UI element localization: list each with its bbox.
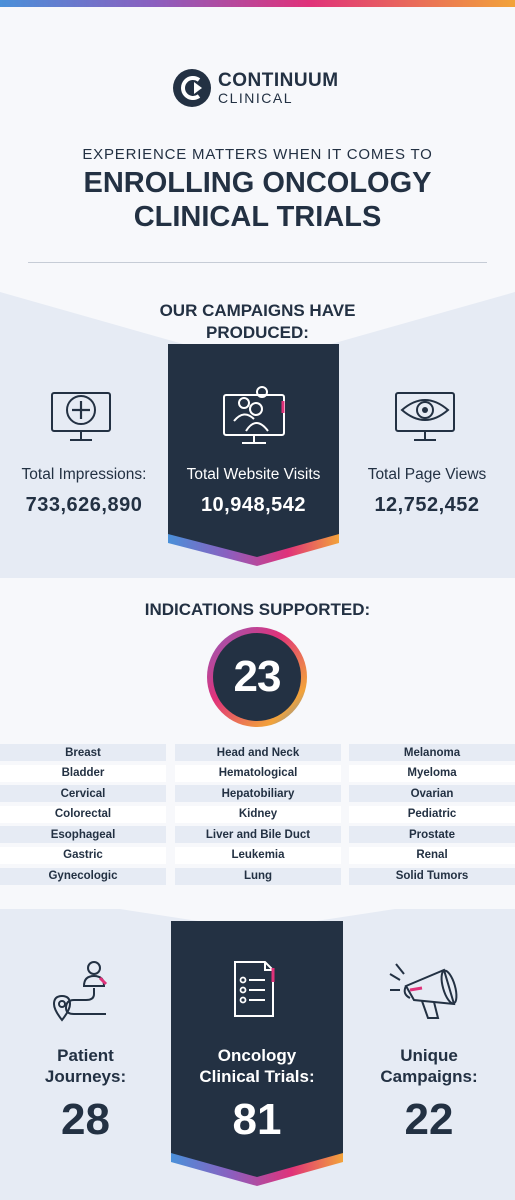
indication-item: Melanoma	[349, 744, 515, 761]
indications-count: 23	[233, 652, 282, 701]
stat-unique-campaigns-label-line1: Unique	[400, 1046, 458, 1065]
headline-eyebrow: EXPERIENCE MATTERS WHEN IT COMES TO	[82, 146, 433, 163]
stat-clinical-trials-value: 81	[232, 1095, 282, 1144]
stat-clinical-trials-label-line1: Oncology	[217, 1046, 297, 1065]
stat-clinical-trials-label: Oncology Clinical Trials:	[171, 1045, 343, 1087]
indication-item: Head and Neck	[175, 744, 341, 761]
indication-item: Renal	[349, 846, 515, 864]
stat-impressions-value: 733,626,890	[25, 494, 143, 516]
indication-item: Kidney	[175, 805, 341, 823]
stat-patient-journeys-label: Patient Journeys:	[0, 1045, 171, 1087]
indications-column-1: Breast Bladder Cervical Colorectal Esoph…	[0, 744, 166, 888]
stat-website-visits: Total Website Visits 10,948,542	[168, 466, 339, 517]
stat-page-views-label: Total Page Views	[367, 466, 487, 483]
stat-impressions: Total Impressions: 733,626,890	[0, 466, 168, 517]
indication-item: Leukemia	[175, 846, 341, 864]
indication-item: Colorectal	[0, 805, 166, 823]
indication-item: Ovarian	[349, 785, 515, 803]
indication-item: Gastric	[0, 846, 166, 864]
indications-title: INDICATIONS SUPPORTED:	[144, 600, 371, 619]
stat-clinical-trials-label-line2: Clinical Trials:	[199, 1067, 315, 1086]
campaigns-title: OUR CAMPAIGNS HAVE PRODUCED:	[0, 300, 515, 344]
indication-item: Hematological	[175, 764, 341, 782]
stat-impressions-label: Total Impressions:	[21, 466, 147, 483]
brand-sub: CLINICAL	[218, 90, 294, 106]
stat-page-views-value: 12,752,452	[374, 494, 480, 516]
indication-item: Cervical	[0, 785, 166, 803]
stat-unique-campaigns: Unique Campaigns: 22	[343, 1045, 515, 1145]
stat-clinical-trials: Oncology Clinical Trials: 81	[171, 1045, 343, 1145]
indication-item: Gynecologic	[0, 867, 166, 885]
bottom-pennant	[171, 921, 343, 1177]
indication-item: Esophageal	[0, 826, 166, 844]
stat-patient-journeys: Patient Journeys: 28	[0, 1045, 171, 1145]
page-title: ENROLLING ONCOLOGY CLINICAL TRIALS	[0, 166, 515, 234]
monitor-eye-icon	[395, 392, 455, 441]
indications-column-2: Head and Neck Hematological Hepatobiliar…	[175, 744, 341, 888]
indication-item: Prostate	[349, 826, 515, 844]
continuum-logo-icon	[173, 69, 211, 107]
count-circle	[213, 633, 301, 721]
indication-item: Myeloma	[349, 764, 515, 782]
indication-item: Pediatric	[349, 805, 515, 823]
indication-item: Breast	[0, 744, 166, 761]
stat-page-views: Total Page Views 12,752,452	[339, 466, 515, 517]
megaphone-icon	[389, 963, 458, 1019]
stat-unique-campaigns-label-line2: Campaigns:	[380, 1067, 478, 1086]
indication-item: Hepatobiliary	[175, 785, 341, 803]
page-title-line1: ENROLLING ONCOLOGY	[83, 167, 432, 199]
top-gradient-bar	[0, 0, 515, 7]
monitor-users-icon	[223, 386, 285, 444]
campaigns-title-line1: OUR CAMPAIGNS HAVE	[159, 301, 356, 320]
indications-column-3: Melanoma Myeloma Ovarian Pediatric Prost…	[349, 744, 515, 888]
patient-journey-icon	[52, 961, 108, 1022]
indication-item: Solid Tumors	[349, 867, 515, 885]
stat-unique-campaigns-label: Unique Campaigns:	[343, 1045, 515, 1087]
divider	[28, 262, 487, 263]
brand-name: CONTINUUM	[218, 70, 339, 91]
indication-item: Liver and Bile Duct	[175, 826, 341, 844]
monitor-plus-icon	[51, 392, 111, 441]
campaigns-title-line2: PRODUCED:	[206, 323, 309, 342]
checklist-icon	[234, 961, 275, 1017]
indication-item: Lung	[175, 867, 341, 885]
stat-patient-journeys-value: 28	[61, 1095, 110, 1144]
stat-website-visits-label: Total Website Visits	[186, 466, 321, 483]
stat-unique-campaigns-value: 22	[404, 1095, 454, 1144]
page-title-line2: CLINICAL TRIALS	[133, 201, 382, 233]
campaigns-pennant	[168, 344, 339, 557]
stat-website-visits-value: 10,948,542	[200, 494, 307, 516]
indication-item: Bladder	[0, 764, 166, 782]
brand-logo: CONTINUUM CLINICAL	[172, 68, 362, 108]
stat-patient-journeys-label-line1: Patient	[57, 1046, 114, 1065]
stat-patient-journeys-label-line2: Journeys:	[44, 1067, 127, 1086]
